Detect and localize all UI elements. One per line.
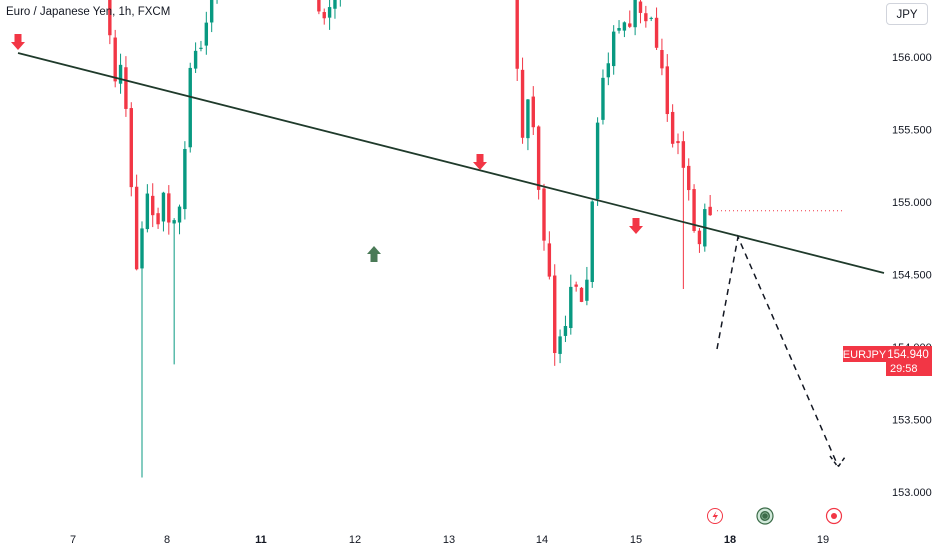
candle-body — [204, 22, 209, 46]
candle-body — [151, 195, 155, 216]
candle-body — [617, 27, 621, 31]
candle-body — [156, 213, 160, 225]
candle-body — [167, 193, 171, 223]
clock-icon[interactable] — [756, 507, 774, 525]
candle-body — [333, 0, 337, 9]
candle-body — [697, 230, 702, 245]
target-icon[interactable] — [825, 507, 843, 525]
x-tick-label: 11 — [255, 534, 267, 546]
candle-body — [654, 17, 659, 48]
y-tick-label: 155.500 — [892, 125, 932, 137]
candle-body — [601, 77, 605, 120]
candle-body — [633, 0, 637, 28]
candle-body — [161, 192, 166, 222]
candle-body — [129, 108, 133, 188]
candle-body — [687, 165, 691, 191]
x-tick-label: 12 — [349, 534, 361, 546]
time-axis[interactable]: 7 8 11 12 13 14 15 18 19 — [70, 534, 829, 546]
candle-body — [536, 126, 541, 190]
candle-body — [681, 141, 686, 168]
projection-path — [716, 234, 839, 467]
candle-body — [670, 111, 675, 144]
candle-body — [644, 13, 648, 22]
drawings-layer — [11, 34, 885, 469]
candle-body — [563, 326, 568, 336]
candle-body — [558, 336, 562, 354]
candle-body — [585, 279, 589, 301]
candle-body — [515, 0, 519, 69]
candle-body — [118, 64, 123, 84]
candle-body — [622, 22, 627, 31]
candle-body — [526, 99, 530, 139]
candle-body — [172, 220, 176, 224]
candle-body — [108, 0, 112, 36]
x-tick-label: 8 — [164, 534, 170, 546]
candle-body — [124, 67, 128, 109]
candle-body — [193, 50, 198, 69]
candle-body — [665, 66, 669, 115]
candle-body — [579, 287, 584, 302]
chart-title: Euro / Japanese Yen, 1h, FXCM — [6, 6, 171, 18]
candle-body — [188, 67, 192, 148]
trendline — [17, 52, 885, 274]
candle-body — [606, 63, 611, 78]
candle-body — [628, 23, 632, 27]
x-tick-label: 13 — [443, 534, 455, 546]
candle-body — [590, 201, 594, 282]
y-tick-label: 154.500 — [892, 270, 932, 282]
candle-body — [113, 37, 117, 82]
price-tag-countdown: 29:58 — [890, 363, 918, 375]
price-tag-value: 154.940 — [887, 349, 929, 361]
last-price-tag: EURJPY 154.940 29:58 — [843, 346, 932, 376]
candle-body — [569, 286, 573, 329]
currency-button[interactable]: JPY — [886, 3, 928, 25]
candle-body — [708, 206, 712, 216]
candle-body — [317, 0, 321, 12]
arrow-down-marker — [629, 218, 643, 234]
y-tick-label: 153.000 — [892, 487, 932, 499]
candle-body — [660, 50, 664, 69]
candle-body — [183, 148, 187, 210]
arrow-down-marker — [11, 34, 25, 50]
price-tag-bg — [886, 346, 932, 376]
lightning-icon[interactable] — [707, 508, 723, 524]
candle-body — [520, 69, 525, 138]
arrow-up-marker — [367, 246, 381, 262]
x-tick-label: 15 — [630, 534, 642, 546]
symbol-tag-bg — [843, 346, 886, 362]
y-tick-label: 155.000 — [892, 197, 932, 209]
candle-body — [649, 17, 653, 19]
symbol-tag-text: EURJPY — [843, 349, 887, 361]
arrow-down-marker — [473, 154, 487, 170]
x-tick-label: 18 — [724, 534, 736, 546]
candle-body — [322, 12, 326, 19]
candle-body — [145, 193, 150, 230]
candle-body — [177, 206, 182, 223]
candle-body — [542, 188, 546, 241]
y-tick-label: 156.000 — [892, 52, 932, 64]
candle-body — [140, 228, 144, 269]
candle-body — [638, 1, 643, 13]
x-tick-label: 19 — [817, 534, 829, 546]
candle-body — [595, 122, 600, 200]
x-tick-label: 14 — [536, 534, 548, 546]
projection-arrowhead — [829, 455, 846, 469]
candles-layer — [108, 0, 712, 478]
candle-body — [199, 47, 203, 49]
price-axis[interactable]: 153.000153.500154.000154.500155.000155.5… — [892, 0, 932, 499]
candle-body — [692, 189, 696, 231]
candle-body — [676, 141, 680, 144]
candle-body — [531, 96, 535, 128]
y-tick-label: 153.500 — [892, 415, 932, 427]
candle-body — [134, 186, 139, 270]
candle-body — [574, 284, 578, 287]
candle-body — [553, 275, 557, 354]
bottom-icons — [707, 507, 843, 525]
candle-body — [611, 31, 616, 67]
candle-body — [209, 0, 214, 23]
candle-body — [327, 7, 332, 18]
x-tick-label: 7 — [70, 534, 76, 546]
candle-body — [547, 243, 552, 277]
